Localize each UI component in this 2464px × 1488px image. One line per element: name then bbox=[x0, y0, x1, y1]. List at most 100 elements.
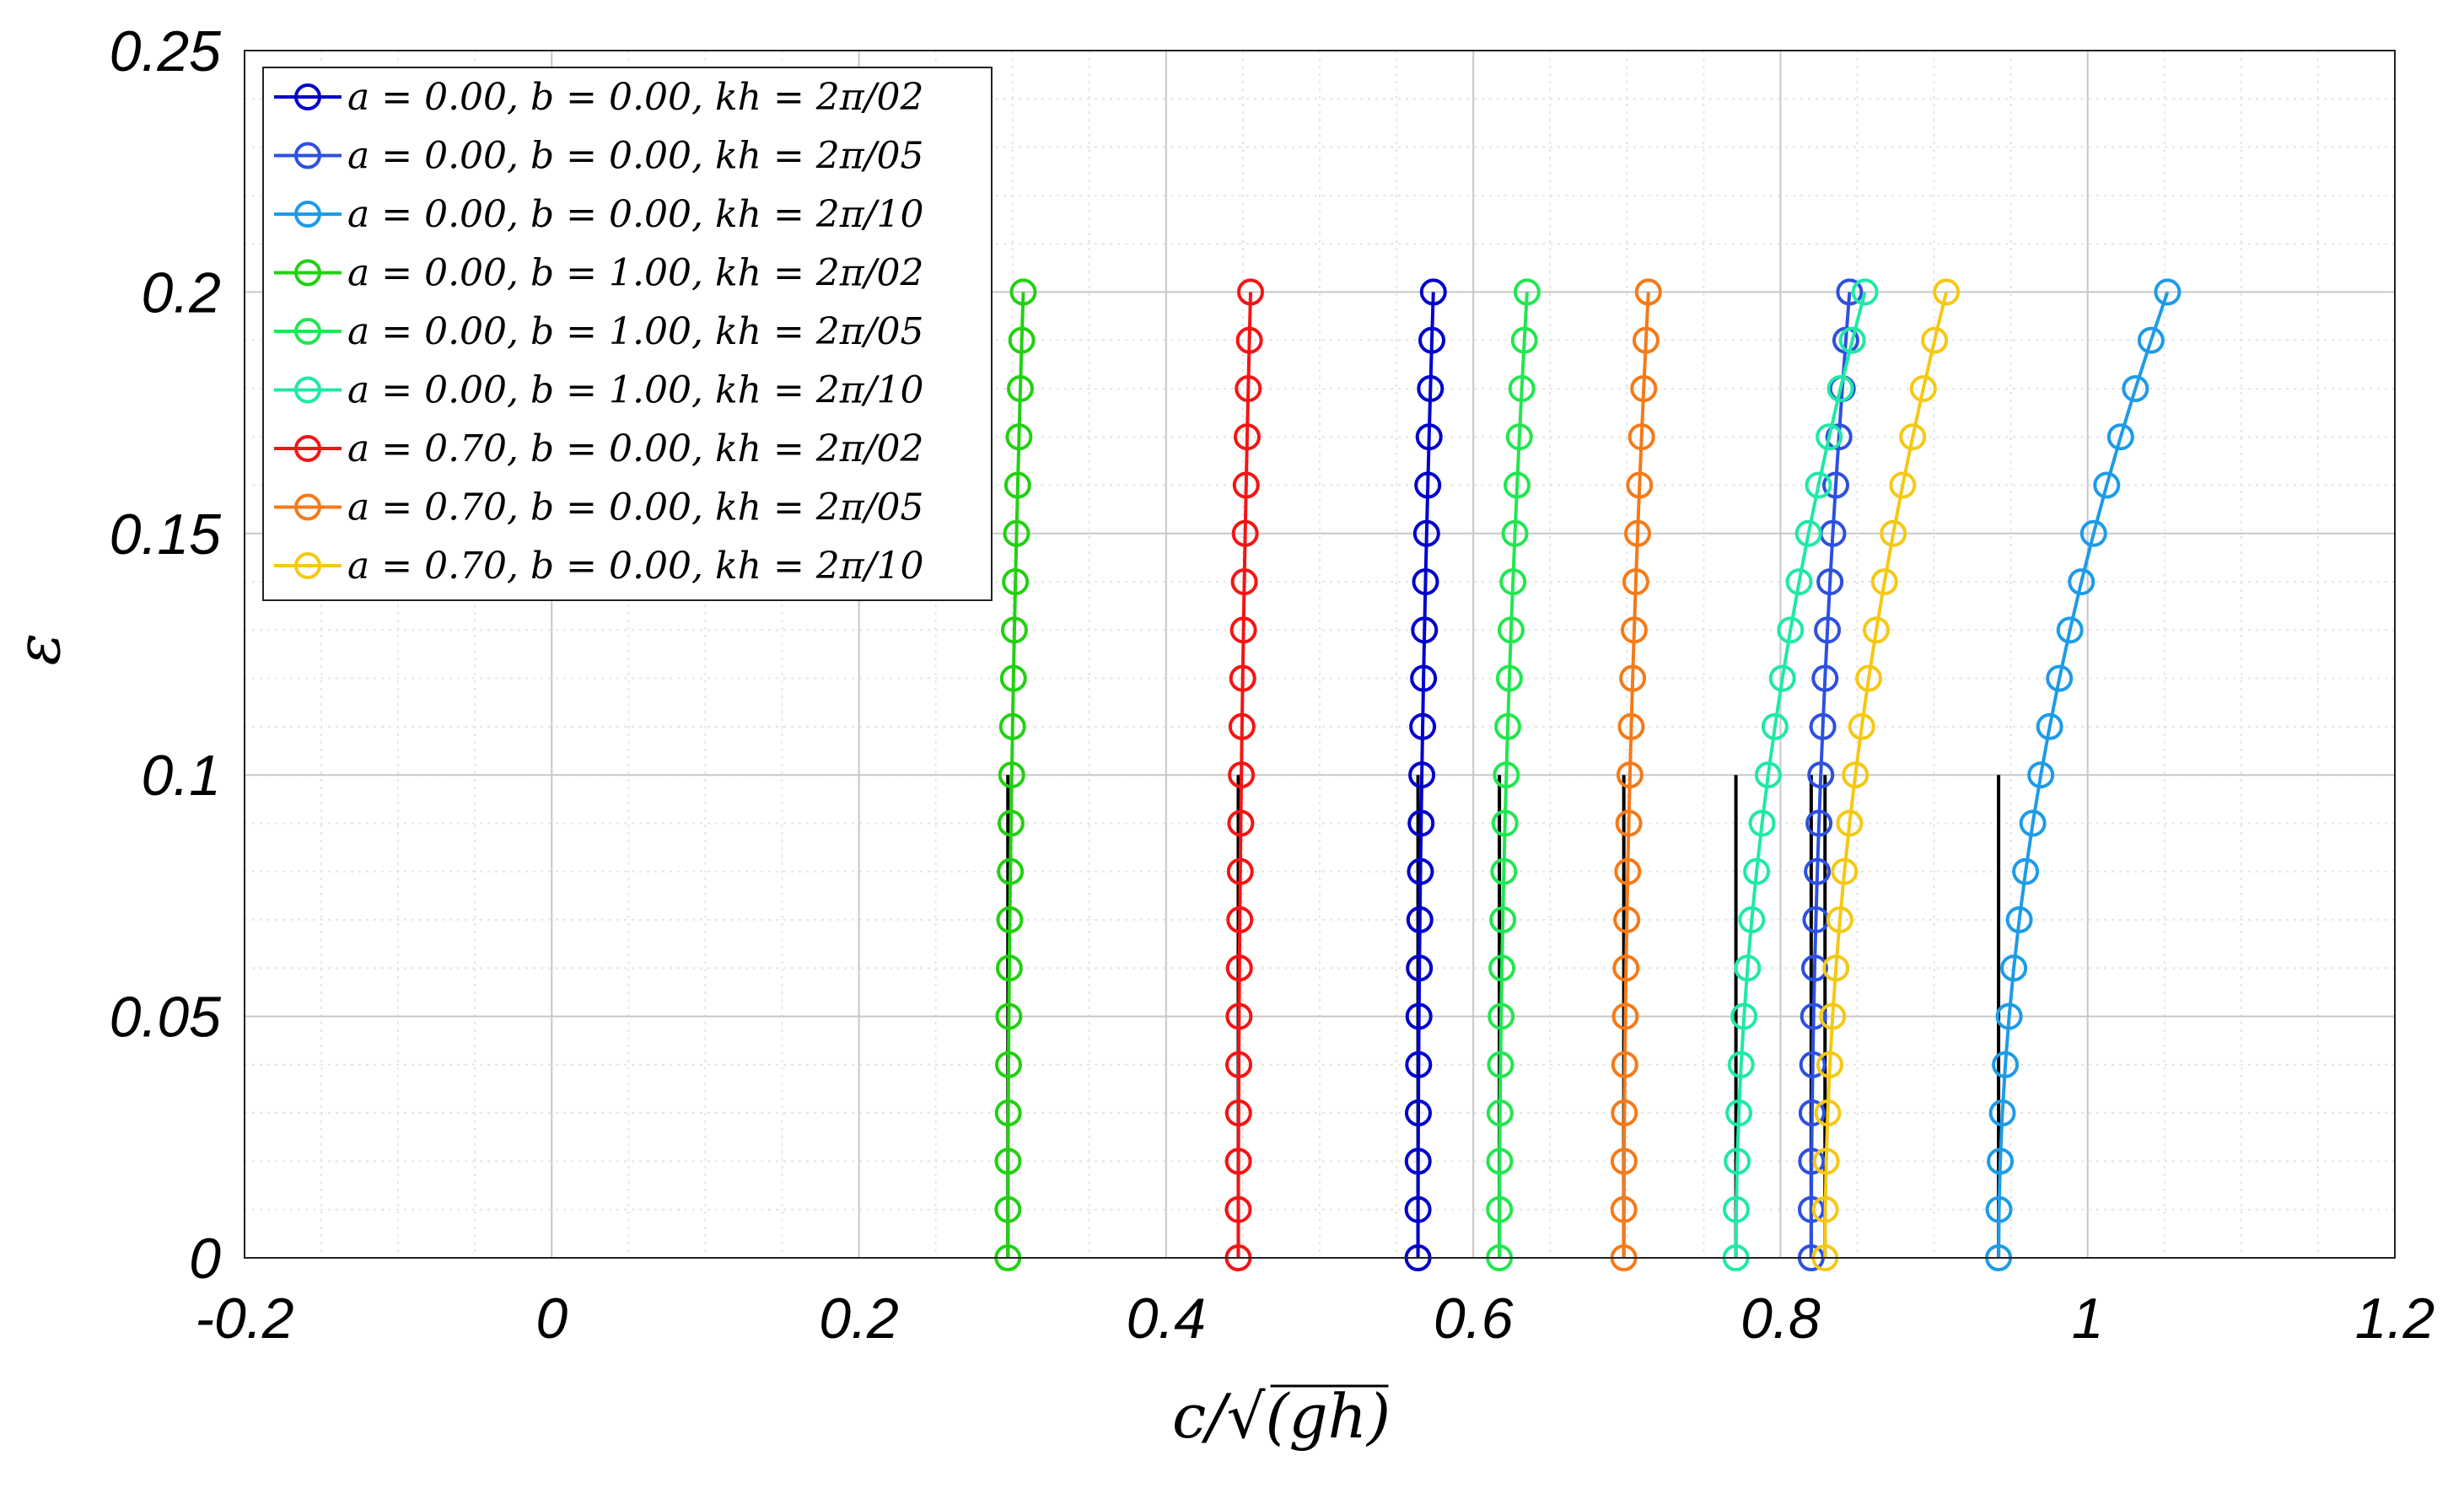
data-point bbox=[1003, 519, 1030, 547]
data-point bbox=[1632, 326, 1660, 354]
y-tick-label: 0.15 bbox=[110, 502, 222, 567]
legend-label: a = 0.00, b = 0.00, kh = 2π/05 bbox=[347, 135, 924, 178]
data-point bbox=[1826, 374, 1854, 402]
data-point bbox=[1627, 423, 1655, 451]
data-point bbox=[1798, 1147, 1826, 1175]
y-tick-label: 0.2 bbox=[141, 261, 221, 325]
data-point bbox=[1508, 374, 1536, 402]
data-point bbox=[1237, 278, 1265, 306]
data-point bbox=[1921, 326, 1949, 354]
data-point bbox=[1610, 1195, 1638, 1223]
data-point bbox=[1734, 954, 1762, 982]
data-point bbox=[1613, 906, 1641, 934]
data-point bbox=[1985, 1195, 2013, 1223]
legend-swatch-marker bbox=[294, 318, 321, 345]
data-point bbox=[1811, 664, 1839, 692]
data-point bbox=[1405, 1050, 1433, 1078]
data-point bbox=[1231, 519, 1259, 547]
legend-swatch-marker bbox=[294, 552, 321, 579]
series bbox=[1610, 278, 1662, 1271]
data-point bbox=[2093, 471, 2121, 499]
legend-label: a = 0.00, b = 0.00, kh = 2π/10 bbox=[347, 193, 924, 236]
legend-swatch-marker bbox=[294, 493, 321, 521]
series-line bbox=[1997, 291, 2170, 1259]
y-tick-label: 0.1 bbox=[141, 744, 221, 808]
data-point bbox=[1407, 857, 1434, 885]
data-point bbox=[1225, 954, 1253, 982]
data-point bbox=[1754, 761, 1782, 789]
data-point bbox=[1624, 519, 1652, 547]
data-point bbox=[1232, 471, 1260, 499]
data-point bbox=[1486, 1099, 1514, 1127]
data-point bbox=[1226, 857, 1254, 885]
data-point bbox=[995, 1002, 1023, 1030]
data-point bbox=[2012, 857, 2040, 885]
legend-label: a = 0.00, b = 1.00, kh = 2π/10 bbox=[347, 369, 924, 412]
data-point bbox=[1404, 1147, 1432, 1175]
data-point bbox=[1501, 519, 1529, 547]
series-line bbox=[1498, 292, 1529, 1259]
data-point bbox=[1513, 278, 1541, 306]
data-point bbox=[1889, 471, 1917, 499]
series bbox=[1486, 278, 1541, 1271]
data-point bbox=[1811, 1195, 1839, 1223]
data-point bbox=[1805, 471, 1832, 499]
data-point bbox=[1499, 568, 1527, 596]
data-point bbox=[1800, 954, 1828, 982]
data-point bbox=[1505, 423, 1533, 451]
legend: a = 0.00, b = 0.00, kh = 2π/02 a = 0.00, … bbox=[262, 67, 993, 601]
data-point bbox=[1000, 616, 1028, 644]
data-point bbox=[1812, 1147, 1840, 1175]
data-point bbox=[1504, 471, 1531, 499]
data-point bbox=[1863, 616, 1891, 644]
data-point bbox=[1414, 471, 1442, 499]
data-point bbox=[1225, 1050, 1253, 1078]
data-point bbox=[998, 761, 1025, 789]
data-point bbox=[1826, 906, 1853, 934]
data-point bbox=[1493, 761, 1520, 789]
data-point bbox=[1848, 712, 1875, 740]
data-point bbox=[1880, 519, 1907, 547]
x-tick-label: 0 bbox=[535, 1287, 568, 1351]
data-point bbox=[1730, 1002, 1758, 1030]
legend-swatch-marker bbox=[294, 376, 321, 404]
data-point bbox=[1738, 906, 1766, 934]
data-point bbox=[1816, 423, 1843, 451]
data-point bbox=[1768, 664, 1796, 692]
data-point bbox=[1797, 1195, 1825, 1223]
data-point bbox=[1988, 1099, 2016, 1127]
data-point bbox=[1617, 712, 1645, 740]
data-point bbox=[2122, 374, 2149, 402]
data-point bbox=[994, 1195, 1022, 1223]
data-point bbox=[1488, 1002, 1515, 1030]
data-point bbox=[2019, 809, 2047, 837]
series-line bbox=[1416, 292, 1435, 1259]
legend-box bbox=[262, 67, 993, 601]
data-point bbox=[1761, 712, 1789, 740]
legend-item: a = 0.70, b = 0.00, kh = 2π/05 bbox=[274, 486, 924, 529]
series bbox=[1722, 278, 1879, 1271]
data-point bbox=[1404, 1195, 1432, 1223]
data-point bbox=[2106, 423, 2134, 451]
legend-item: a = 0.00, b = 1.00, kh = 2π/02 bbox=[274, 252, 924, 295]
legend-item: a = 0.00, b = 0.00, kh = 2π/10 bbox=[274, 193, 924, 236]
legend-swatch-marker bbox=[294, 83, 321, 110]
data-point bbox=[2000, 954, 2028, 982]
legend-label: a = 0.70, b = 0.00, kh = 2π/02 bbox=[347, 427, 924, 470]
data-point bbox=[1611, 1002, 1639, 1030]
data-point bbox=[1870, 568, 1898, 596]
data-point bbox=[1805, 809, 1833, 837]
data-point bbox=[2005, 906, 2033, 934]
data-point bbox=[1851, 278, 1879, 306]
data-point bbox=[1899, 423, 1927, 451]
data-point bbox=[1405, 1002, 1433, 1030]
data-point bbox=[1838, 326, 1866, 354]
data-point bbox=[998, 712, 1026, 740]
data-point bbox=[1614, 857, 1642, 885]
data-point bbox=[1992, 1050, 2020, 1078]
data-point bbox=[1798, 1099, 1826, 1127]
x-axis-label: c/√(gh) bbox=[1172, 1381, 1391, 1452]
data-point bbox=[1007, 374, 1035, 402]
data-point bbox=[1809, 712, 1837, 740]
